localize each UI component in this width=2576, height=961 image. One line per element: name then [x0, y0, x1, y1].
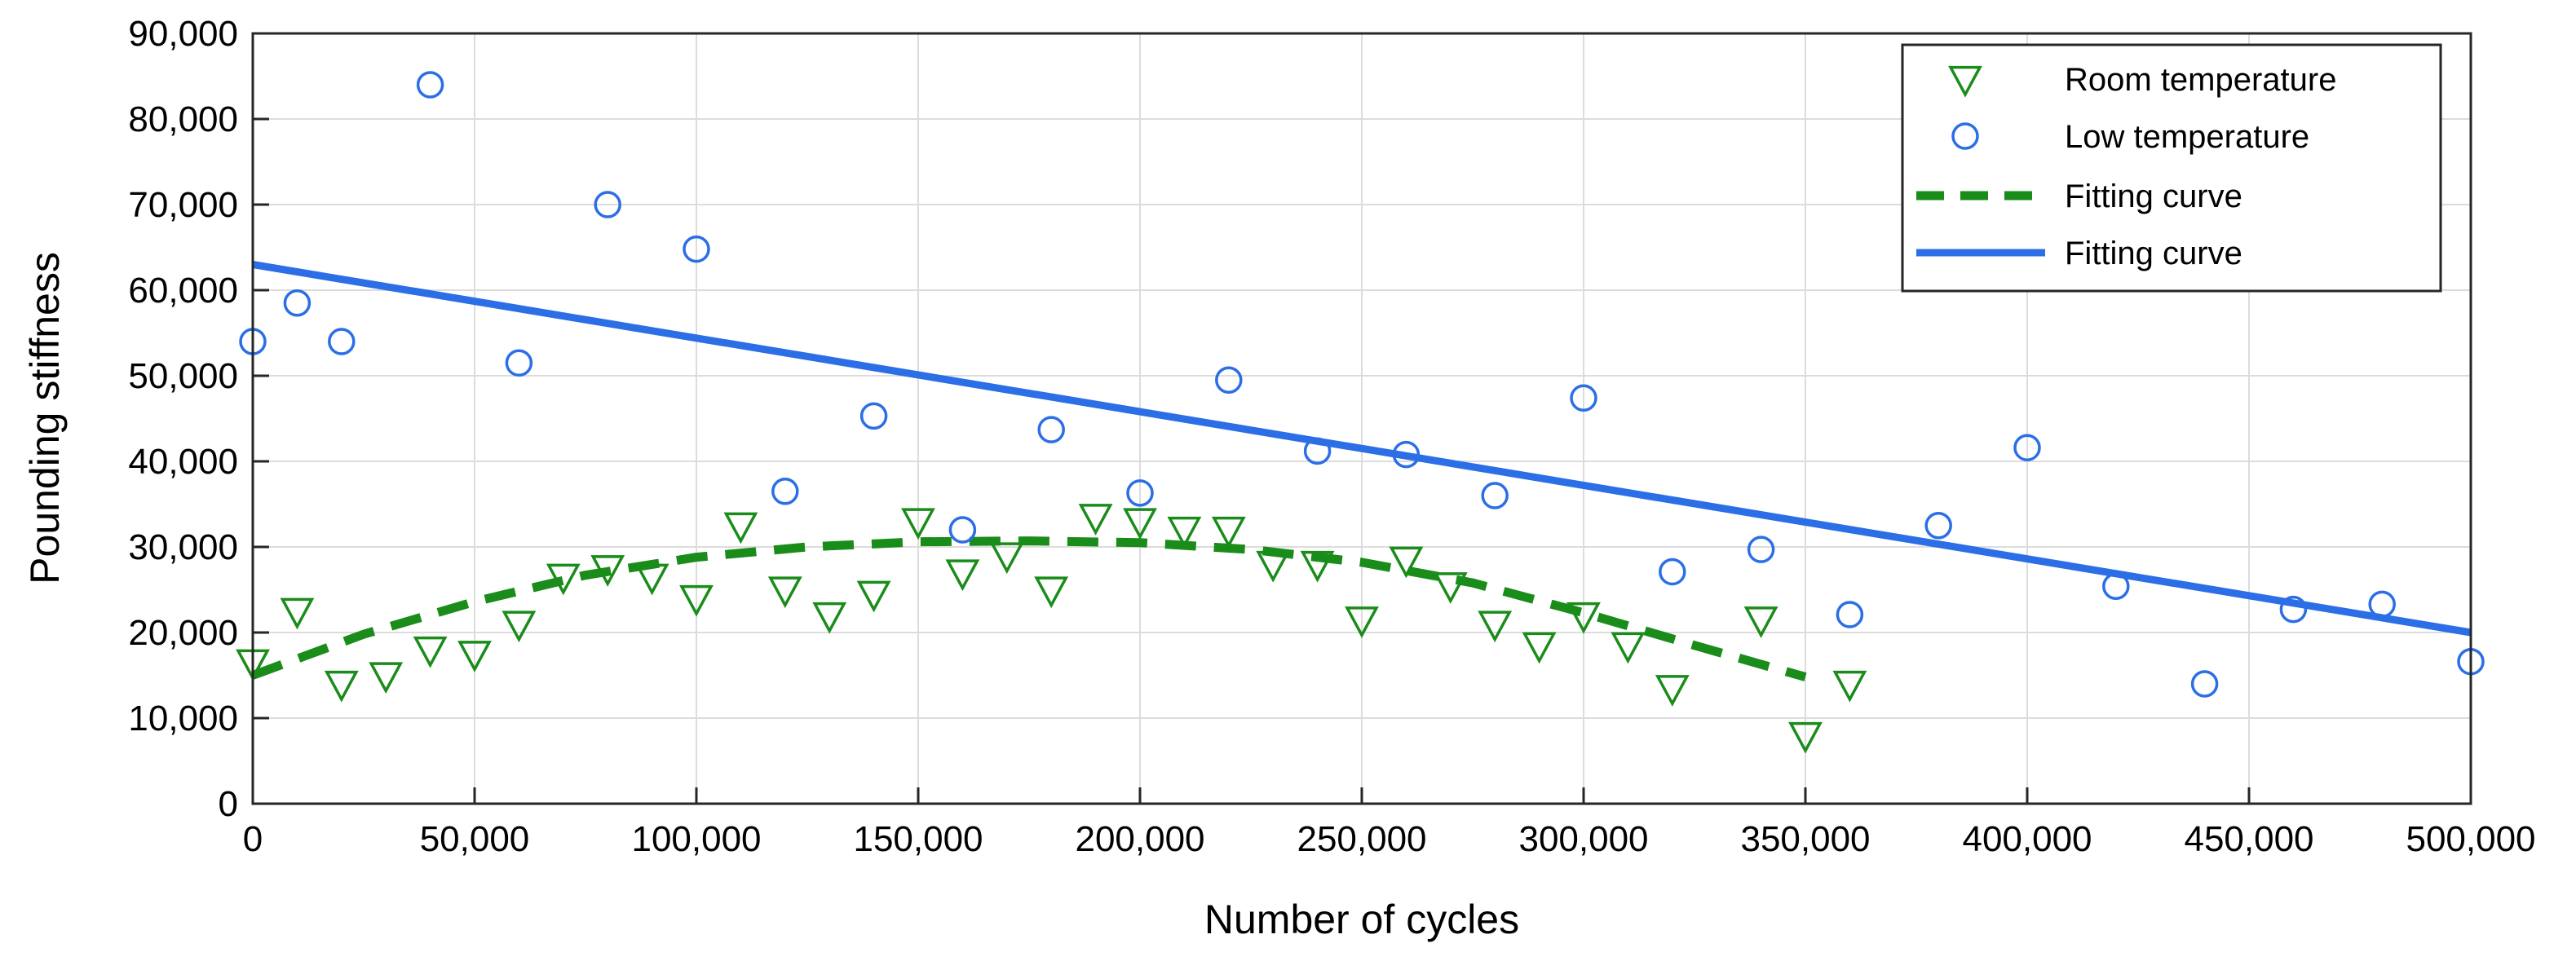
room-temperature-point	[1256, 550, 1291, 583]
low-temperature-point	[1836, 601, 1864, 628]
low-temperature-point	[505, 349, 533, 377]
low-temperature-point	[771, 478, 799, 505]
tick-labels: 0 50,000 100,000 150,000 200,000 250,000 300,0…	[128, 14, 2535, 859]
fitting-curve-room-temperature	[251, 536, 1807, 681]
y-tick-label: 60,000	[128, 271, 238, 311]
room-temperature-point	[1478, 611, 1513, 643]
fitting-curve-low-temperature	[252, 261, 2472, 637]
room-temperature-point	[634, 563, 669, 596]
low-temperature-point	[1659, 558, 1686, 586]
legend-label: Fitting curve	[2065, 236, 2242, 271]
low-temperature-point	[1392, 440, 1421, 469]
room-temperature-point	[1566, 602, 1601, 634]
low-temperature-point	[283, 289, 312, 317]
room-temperature-point	[1611, 632, 1646, 664]
room-temperature-point	[812, 602, 847, 634]
legend-entries: Room temperature Low temperature Fitting c…	[1916, 62, 2336, 271]
low-temperature-point	[2279, 595, 2308, 624]
room-temperature-point	[324, 670, 359, 703]
x-tick-label: 250,000	[1297, 819, 1426, 859]
y-tick-label: 0	[219, 784, 238, 824]
y-tick-label: 90,000	[128, 14, 238, 54]
legend-label: Low temperature	[2065, 119, 2309, 155]
legend-symbol-room-temperature	[1948, 65, 1982, 98]
room-temperature-point	[679, 584, 714, 617]
room-temperature-point	[1655, 675, 1690, 707]
low-temperature-point	[859, 402, 888, 430]
room-temperature-point	[1300, 550, 1335, 583]
x-tick-label: 150,000	[853, 819, 983, 859]
x-tick-label: 200,000	[1075, 819, 1204, 859]
x-tick-label: 500,000	[2406, 819, 2535, 859]
room-temperature-point	[1788, 721, 1823, 754]
room-temperature-point	[767, 576, 802, 609]
room-temperature-point	[1034, 576, 1069, 609]
room-temperature-point	[457, 641, 492, 672]
room-temperature-point	[1123, 508, 1157, 540]
low-temperature-point	[1481, 482, 1509, 509]
room-temperature-point	[1433, 572, 1468, 604]
y-tick-label: 50,000	[128, 356, 238, 396]
x-tick-label: 450,000	[2184, 819, 2313, 859]
room-temperature-point	[1389, 546, 1424, 579]
low-temperature-point	[1215, 366, 1243, 394]
low-temperature-point	[2013, 434, 2041, 461]
room-temperature-point	[1078, 504, 1113, 536]
low-temperature-point	[948, 516, 977, 544]
x-tick-label: 50,000	[420, 819, 530, 859]
room-temperature-point	[856, 580, 891, 613]
room-temperature-point	[1743, 606, 1778, 638]
x-tick-label: 300,000	[1518, 819, 1648, 859]
room-temperature-point	[502, 611, 537, 643]
room-temperature-point	[369, 662, 404, 694]
room-temperature-point	[901, 508, 935, 540]
room-temperature-point	[280, 597, 315, 630]
y-tick-label: 10,000	[128, 699, 238, 738]
room-temperature-point	[945, 559, 980, 592]
x-tick-label: 350,000	[1740, 819, 1870, 859]
x-tick-label: 400,000	[1962, 819, 2092, 859]
room-temperature-point	[546, 563, 581, 596]
low-temperature-point	[1303, 437, 1332, 465]
low-temperature-point	[2368, 590, 2396, 619]
y-tick-label: 30,000	[128, 527, 238, 567]
room-temperature-point	[1522, 632, 1557, 664]
y-axis-title: Pounding stiffness	[22, 252, 68, 584]
y-tick-label: 40,000	[128, 442, 238, 482]
y-tick-label: 80,000	[128, 99, 238, 139]
room-temperature-point	[1832, 670, 1867, 703]
room-temperature-point	[1211, 516, 1246, 549]
legend-label: Room temperature	[2065, 62, 2336, 98]
room-temperature-point	[723, 512, 758, 544]
low-temperature-point	[1037, 416, 1065, 443]
series-lines	[251, 261, 2472, 681]
low-temperature-point	[2102, 572, 2130, 601]
ticks	[251, 32, 2472, 805]
room-temperature-point	[1345, 606, 1379, 638]
y-tick-label: 70,000	[128, 185, 238, 225]
x-axis-title: Number of cycles	[1204, 897, 1519, 942]
y-tick-label: 20,000	[128, 613, 238, 653]
room-temperature-point	[413, 636, 448, 668]
series-markers	[236, 71, 2485, 754]
room-temperature-point	[1167, 516, 1202, 549]
legend-symbol-low-temperature	[1951, 122, 1979, 150]
x-tick-label: 100,000	[631, 819, 761, 859]
legend: Room temperature Low temperature Fitting c…	[1901, 43, 2442, 293]
low-temperature-point	[328, 328, 356, 355]
low-temperature-point	[683, 235, 710, 263]
low-temperature-point	[2190, 670, 2219, 698]
legend-label: Fitting curve	[2065, 179, 2242, 214]
low-temperature-point	[1924, 512, 1952, 540]
x-tick-label: 0	[243, 819, 263, 859]
low-temperature-point	[1126, 479, 1154, 507]
room-temperature-point	[989, 542, 1024, 575]
low-temperature-point	[1747, 536, 1775, 563]
room-temperature-point	[590, 555, 625, 587]
low-temperature-point	[1570, 384, 1597, 412]
low-temperature-point	[594, 191, 621, 218]
low-temperature-point	[416, 71, 444, 99]
